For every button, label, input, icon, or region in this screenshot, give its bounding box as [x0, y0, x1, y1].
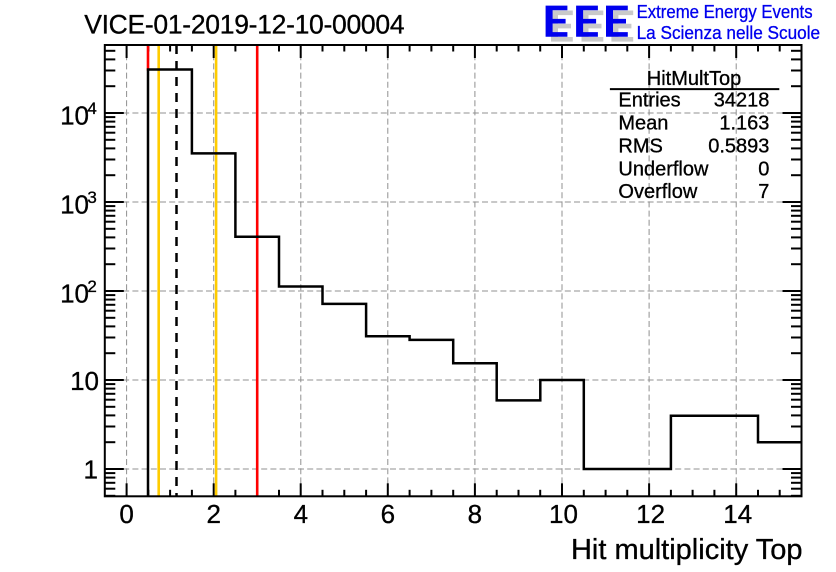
svg-text:VICE-01-2019-12-10-00004: VICE-01-2019-12-10-00004: [84, 10, 404, 40]
svg-text:HitMultTop: HitMultTop: [647, 68, 741, 90]
svg-text:10: 10: [549, 499, 578, 529]
svg-text:1: 1: [84, 455, 98, 485]
svg-text:Mean: Mean: [618, 113, 668, 135]
svg-text:14: 14: [723, 499, 752, 529]
svg-text:10: 10: [60, 189, 89, 219]
svg-text:RMS: RMS: [618, 135, 662, 157]
svg-text:Underflow: Underflow: [618, 158, 709, 180]
svg-text:12: 12: [636, 499, 665, 529]
svg-text:1.163: 1.163: [719, 113, 769, 135]
svg-text:0: 0: [758, 158, 769, 180]
svg-text:10: 10: [70, 366, 99, 396]
svg-text:2: 2: [206, 499, 220, 529]
svg-text:Hit multiplicity Top: Hit multiplicity Top: [571, 534, 803, 566]
svg-text:10: 10: [60, 100, 89, 130]
svg-text:Overflow: Overflow: [618, 181, 697, 203]
svg-text:7: 7: [758, 181, 769, 203]
svg-text:4: 4: [87, 99, 96, 118]
svg-text:2: 2: [87, 277, 96, 296]
svg-text:6: 6: [381, 499, 395, 529]
svg-text:0: 0: [119, 499, 133, 529]
svg-text:3: 3: [87, 188, 96, 207]
svg-text:10: 10: [60, 278, 89, 308]
svg-text:0.5893: 0.5893: [708, 135, 769, 157]
svg-text:Extreme Energy Events: Extreme Energy Events: [637, 2, 813, 23]
svg-text:8: 8: [468, 499, 482, 529]
svg-text:4: 4: [294, 499, 308, 529]
svg-text:La Scienza nelle Scuole: La Scienza nelle Scuole: [637, 23, 821, 44]
svg-text:Entries: Entries: [618, 90, 680, 112]
svg-text:34218: 34218: [714, 90, 770, 112]
